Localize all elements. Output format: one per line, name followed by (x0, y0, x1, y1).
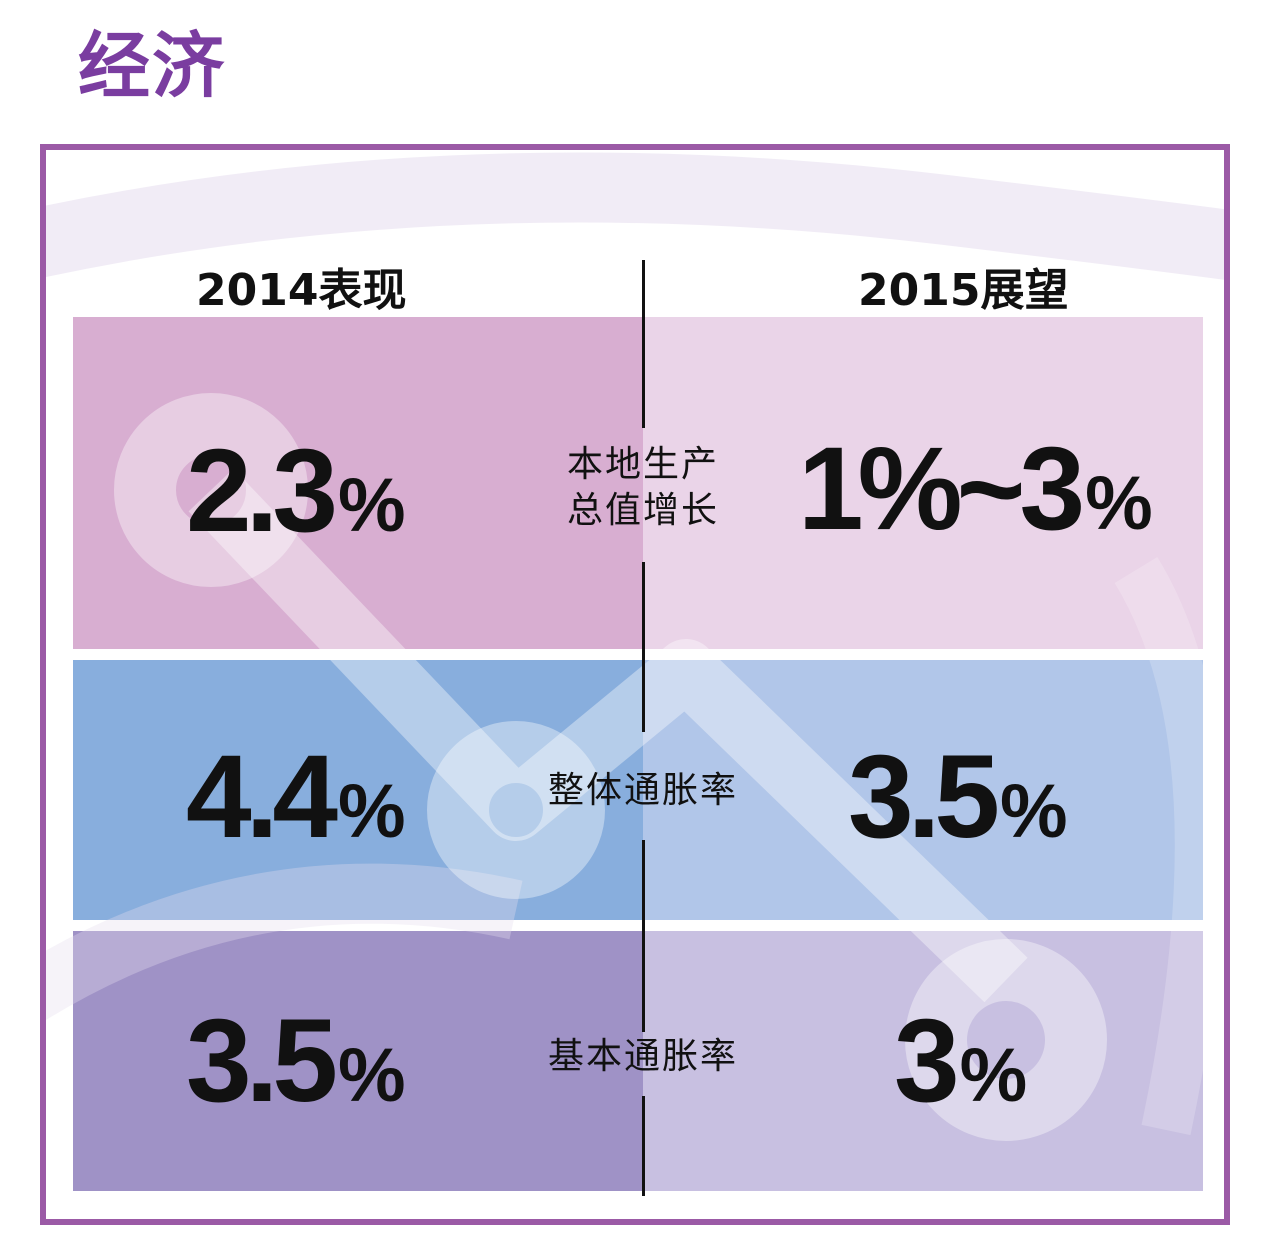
core-inflation-2014-value: 3.5% (186, 995, 406, 1127)
headline-inflation-2014-cell (73, 660, 643, 920)
gdp-2014-cell (73, 317, 643, 649)
gdp-growth-label: 本地生产 总值增长 (566, 444, 719, 531)
column-divider (642, 260, 645, 428)
gdp-growth-2015-value: 1%~3% (798, 423, 1153, 555)
column-divider (642, 1096, 645, 1196)
column-divider (642, 562, 645, 732)
gdp-2015-cell (643, 317, 1203, 649)
header-2015-outlook: 2015展望 (858, 265, 1069, 316)
core-inflation-2015-value: 3% (894, 995, 1028, 1127)
core-inflation-2015-cell (643, 931, 1203, 1191)
header-2014-performance: 2014表现 (196, 265, 407, 316)
headline-inflation-2015-cell (643, 660, 1203, 920)
headline-inflation-label: 整体通胀率 (547, 770, 738, 811)
page-title: 经济 (78, 24, 227, 108)
column-divider (642, 840, 645, 1032)
economy-panel: 2014表现 2015展望 2.3% 本地生产 总值增长 1%~3% 4.4% … (40, 144, 1230, 1225)
headline-inflation-2015-value: 3.5% (848, 731, 1068, 863)
gdp-growth-2014-value: 2.3% (186, 425, 406, 557)
core-inflation-label: 基本通胀率 (547, 1036, 738, 1077)
core-inflation-2014-cell (73, 931, 643, 1191)
headline-inflation-2014-value: 4.4% (186, 731, 406, 863)
